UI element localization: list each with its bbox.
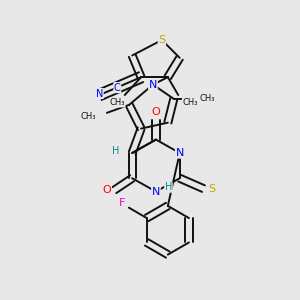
Text: N: N (152, 187, 160, 196)
Text: C: C (114, 82, 121, 93)
Text: CH₃: CH₃ (110, 98, 125, 107)
Text: CH₃: CH₃ (80, 112, 96, 121)
Text: N: N (176, 148, 184, 158)
Text: H: H (165, 182, 172, 192)
Text: CH₃: CH₃ (182, 98, 198, 107)
Text: S: S (158, 35, 166, 45)
Text: O: O (152, 107, 160, 117)
Text: S: S (208, 184, 215, 194)
Text: F: F (119, 198, 125, 208)
Text: O: O (103, 185, 111, 195)
Text: CH₃: CH₃ (200, 94, 215, 103)
Text: N: N (149, 80, 157, 90)
Text: N: N (96, 88, 103, 98)
Text: H: H (112, 146, 119, 157)
